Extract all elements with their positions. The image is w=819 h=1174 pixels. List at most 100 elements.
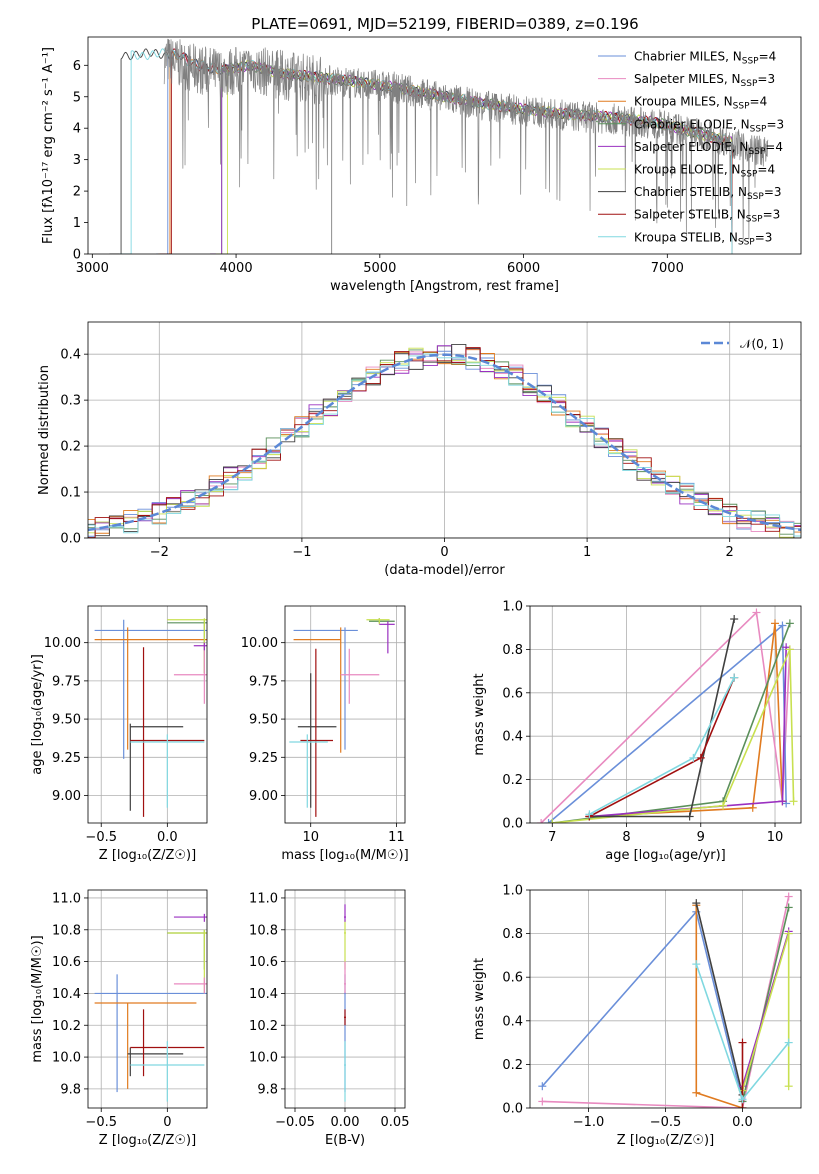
y-tick-label: 0.4 [502, 1014, 523, 1029]
x-tick-label: 10 [767, 830, 784, 845]
plot-area-massweight-vs-age [530, 606, 801, 823]
y-tick-label: 0.4 [502, 730, 523, 745]
y-tick-label: 10.4 [52, 987, 81, 1002]
x-tick-label: 3000 [76, 261, 109, 276]
weight-line-3 [695, 902, 744, 1096]
axes-frame-massweight-vs-age [529, 605, 802, 824]
y-tick-label: 10.2 [52, 1019, 81, 1034]
y-tick-label: 0.2 [60, 440, 81, 455]
axes-frame-age-vs-Z [87, 605, 208, 824]
x-tick-label: 4000 [220, 261, 253, 276]
plot-area-residuals [88, 322, 801, 538]
y-tick-label: 10.6 [52, 955, 81, 970]
gaussian-curve [88, 353, 801, 532]
plot-area-age-vs-Z [88, 606, 207, 823]
x-axis-label: mass [log₁₀(M/M☉)] [281, 848, 408, 863]
y-axis-label: age [log₁₀(age/yr)] [30, 654, 45, 775]
legend-label: 𝒩(0, 1) [740, 337, 784, 351]
axes-frame-mass-vs-Z [87, 889, 208, 1109]
y-tick-label: 10.2 [249, 1019, 278, 1034]
x-axis-label: E(B-V) [325, 1133, 365, 1148]
model-line-5 [215, 59, 733, 254]
y-axis-label: mass [log₁₀(M/M☉)] [30, 935, 45, 1062]
histogram-step-8 [88, 353, 801, 537]
panel-massweight-vs-age: 7 8 9 10 0.0 0.2 0.4 0.6 0.8 1.0 age [log₁₀(age/yr… [472, 600, 802, 863]
y-tick-label: 0.8 [502, 927, 523, 942]
y-tick-label: 9.75 [249, 674, 278, 689]
y-tick-label: 9.25 [52, 751, 81, 766]
y-axis-label: mass weight [472, 673, 487, 755]
x-tick-label: 0.0 [157, 830, 178, 845]
x-tick-label: −0.5 [650, 1115, 682, 1130]
x-tick-label: 7 [548, 830, 556, 845]
weight-line-1 [548, 623, 787, 823]
y-axis-label: Flux [fλ10⁻¹⁷ erg cm⁻² s⁻¹ A⁻¹] [41, 47, 56, 244]
x-tick-label: −1 [292, 545, 311, 560]
x-axis-label: Z [log₁₀(Z/Z☉)] [99, 848, 196, 863]
x-tick-label: 10 [302, 830, 319, 845]
legend-label: Chabrier MILES, NSSP=4 [634, 50, 776, 67]
y-tick-label: 0.6 [502, 686, 523, 701]
legend-label: Kroupa STELIB, NSSP=3 [634, 230, 772, 247]
weight-line-8 [589, 677, 735, 816]
legend-spectrum: Chabrier MILES, NSSP=4 Salpeter MILES, NS… [598, 50, 784, 247]
y-tick-label: 9.50 [249, 713, 278, 728]
y-tick-label: 0.0 [60, 532, 81, 547]
panel-residuals: −2 −1 0 1 2 0.0 0.1 0.2 0.3 0.4 (data-model)/error… [37, 321, 802, 578]
axes-frame-spectrum [87, 36, 802, 255]
panel-spectrum: 3000 4000 5000 6000 7000 0 1 2 3 4 5 6 wavelength [A… [41, 36, 802, 294]
y-tick-label: 1.0 [502, 884, 523, 899]
legend-label: Salpeter STELIB, NSSP=3 [634, 208, 780, 225]
y-tick-label: 10.4 [249, 987, 278, 1002]
x-tick-label: 5000 [363, 261, 396, 276]
legend-label: Kroupa ELODIE, NSSP=4 [634, 163, 775, 180]
legend-label: Kroupa MILES, NSSP=4 [634, 95, 767, 112]
axes-frame-massweight-vs-Z [529, 889, 802, 1109]
y-tick-label: 0 [73, 248, 81, 263]
panel-mass-vs-EBV: −0.05 0.00 0.05 9.8 10.0 10.2 10.4 10.6 10.8 11.0… [249, 889, 409, 1148]
y-tick-label: 0.8 [502, 643, 523, 658]
y-tick-label: 10.00 [44, 636, 81, 651]
x-axis-label: (data-model)/error [384, 563, 505, 578]
y-tick-label: 4 [73, 122, 81, 137]
y-tick-label: 1.0 [502, 600, 523, 615]
y-tick-label: 11.0 [52, 891, 81, 906]
y-tick-label: 0.2 [502, 773, 523, 788]
weight-line-4 [589, 647, 787, 818]
plot-area-mass-vs-EBV [285, 890, 405, 1108]
y-tick-label: 10.0 [52, 1051, 81, 1066]
x-tick-label: 11 [388, 830, 405, 845]
y-tick-label: 0.2 [502, 1058, 523, 1073]
plot-area-massweight-vs-Z [530, 890, 801, 1108]
y-tick-label: 6 [73, 59, 81, 74]
y-tick-label: 9.8 [257, 1082, 278, 1097]
y-tick-label: 10.6 [249, 955, 278, 970]
x-tick-label: 0 [163, 1115, 171, 1130]
x-axis-label: Z [log₁₀(Z/Z☉)] [617, 1133, 714, 1148]
y-axis-label: Normed distribution [37, 365, 52, 495]
panel-mass-vs-Z: −0.5 0 9.8 10.0 10.2 10.4 10.6 10.8 11.0 Z [log₁₀… [30, 889, 208, 1148]
weight-line-7 [589, 677, 735, 818]
axes-frame-mass-vs-EBV [284, 889, 406, 1109]
plot-area-spectrum [109, 38, 769, 254]
x-tick-label: 0.00 [331, 1115, 360, 1130]
weight-line-1 [541, 910, 744, 1102]
y-tick-label: 2 [73, 185, 81, 200]
y-axis-label: mass weight [472, 958, 487, 1040]
y-tick-label: 3 [73, 153, 81, 168]
y-tick-label: 0.0 [502, 817, 523, 832]
x-tick-label: −2 [150, 545, 169, 560]
weight-line-2 [589, 623, 784, 818]
y-tick-label: 0.4 [60, 348, 81, 363]
y-tick-label: 9.00 [52, 789, 81, 804]
legend-residuals: 𝒩(0, 1) [701, 337, 784, 351]
legend-label: Chabrier ELODIE, NSSP=3 [634, 117, 784, 134]
axes-frame-age-vs-mass [284, 605, 406, 824]
figure-title: PLATE=0691, MJD=52199, FIBERID=0389, z=0… [251, 15, 638, 33]
y-tick-label: 10.8 [52, 923, 81, 938]
x-tick-label: 2 [726, 545, 734, 560]
y-tick-label: 0.6 [502, 971, 523, 986]
y-tick-label: 10.0 [249, 1051, 278, 1066]
y-tick-label: 9.50 [52, 713, 81, 728]
